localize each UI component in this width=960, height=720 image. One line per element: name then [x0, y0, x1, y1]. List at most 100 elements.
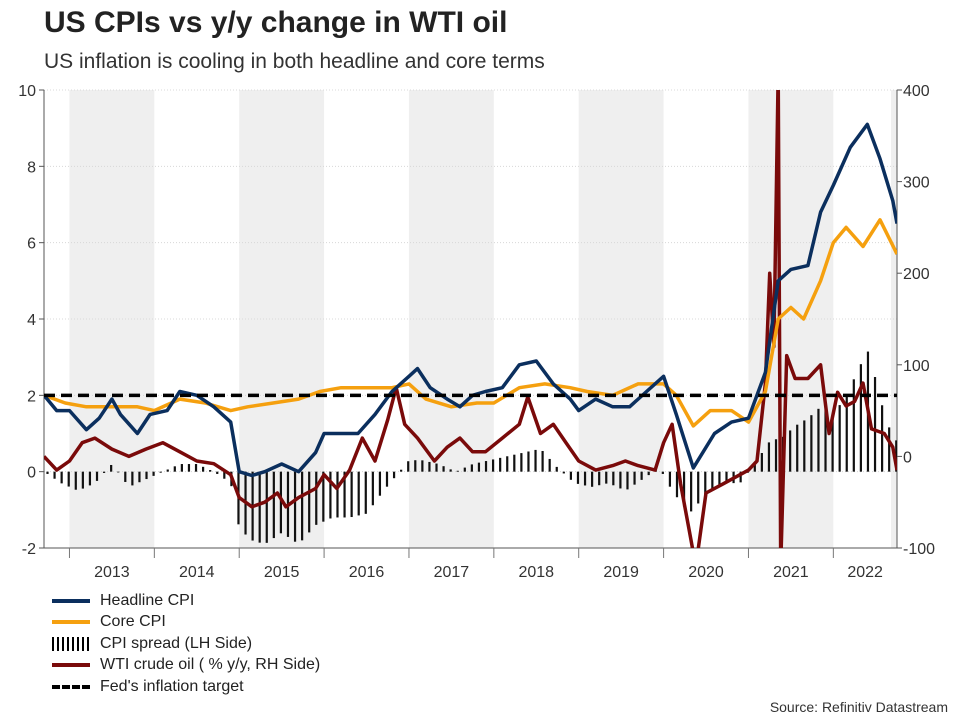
- left-tick-label: -2: [22, 541, 36, 558]
- left-tick-label: 2: [27, 388, 36, 405]
- spread-bar: [442, 466, 445, 472]
- spread-bar: [576, 471, 580, 484]
- spread-bar: [789, 430, 792, 472]
- spread-bar: [95, 471, 99, 481]
- spread-bar: [491, 459, 495, 472]
- spread-bar: [831, 413, 834, 472]
- right-tick-label: 400: [903, 83, 930, 100]
- year-label: 2016: [349, 564, 385, 581]
- spread-bar: [506, 456, 509, 472]
- spread-bar: [718, 471, 721, 486]
- spread-bar: [541, 450, 544, 472]
- left-tick-label: 10: [18, 83, 36, 100]
- spread-bar: [216, 471, 219, 474]
- legend-item-headline: Headline CPI: [52, 590, 320, 612]
- spread-bar: [322, 471, 325, 522]
- spread-bar: [626, 471, 629, 490]
- spread-bar: [301, 471, 304, 541]
- spread-bar: [640, 471, 643, 480]
- year-label: 2022: [847, 564, 883, 581]
- right-tick-label: 200: [903, 266, 930, 283]
- spread-bar: [548, 458, 551, 472]
- spread-bar: [555, 466, 558, 472]
- legend-item-wti: WTI crude oil ( % y/y, RH Side): [52, 655, 320, 677]
- spread-bar: [74, 471, 77, 490]
- spread-bar: [194, 464, 198, 472]
- spread-bar: [67, 471, 70, 487]
- spread-bar: [414, 460, 417, 472]
- left-tick-label: 8: [27, 159, 36, 176]
- spread-bar: [647, 471, 650, 476]
- spread-bar: [131, 471, 134, 486]
- spread-bar: [633, 471, 636, 485]
- spread-bar: [400, 469, 403, 472]
- year-label: 2015: [264, 564, 300, 581]
- spread-bar: [591, 471, 594, 487]
- spread-bar: [661, 471, 664, 474]
- spread-bar: [513, 454, 516, 472]
- spread-bar: [258, 471, 261, 543]
- spread-bar: [223, 471, 226, 479]
- legend-label-headline: Headline CPI: [100, 591, 195, 609]
- spread-bar: [81, 471, 84, 489]
- spread-bar: [767, 442, 771, 472]
- legend-item-target: Fed's inflation target: [52, 676, 320, 698]
- spread-bar: [124, 471, 127, 482]
- spread-bar: [279, 471, 283, 534]
- spread-bar: [881, 405, 884, 472]
- spread-bar: [180, 464, 183, 472]
- spread-bar: [873, 377, 877, 472]
- legend-swatch-headline: [52, 598, 90, 603]
- left-tick-label: 0: [27, 465, 36, 482]
- spread-bar: [838, 405, 841, 472]
- spread-bar: [293, 471, 297, 542]
- year-label: 2017: [434, 564, 470, 581]
- spread-bar: [520, 453, 523, 472]
- legend-label-target: Fed's inflation target: [100, 677, 244, 695]
- spread-bar: [668, 471, 672, 487]
- spread-bar: [760, 453, 763, 472]
- spread-bar: [477, 462, 481, 472]
- spread-bar: [845, 394, 848, 472]
- spread-bar: [534, 449, 537, 472]
- right-tick-label: 300: [903, 175, 930, 192]
- legend-swatch-target: [52, 684, 90, 689]
- spread-bar: [308, 471, 311, 533]
- year-label: 2018: [518, 564, 554, 581]
- spread-bar: [859, 364, 862, 472]
- legend-swatch-core: [52, 620, 90, 625]
- spread-bar: [824, 409, 827, 472]
- spread-bar: [619, 471, 622, 489]
- spread-bar: [562, 471, 565, 474]
- legend-item-core: Core CPI: [52, 612, 320, 634]
- spread-bar: [209, 470, 212, 472]
- spread-bar: [272, 471, 275, 539]
- spread-bar: [60, 471, 63, 484]
- spread-bar: [350, 471, 353, 518]
- left-tick-label: 4: [27, 312, 36, 329]
- legend-label-spread: CPI spread (LH Side): [100, 634, 253, 652]
- legend: Headline CPI Core CPI CPI spread (LH Sid…: [52, 590, 320, 698]
- spread-bar: [428, 461, 431, 472]
- spread-bar: [145, 471, 148, 480]
- spread-bar: [675, 471, 679, 498]
- spread-bar: [470, 464, 473, 472]
- spread-bar: [421, 460, 424, 472]
- spread-bar: [753, 463, 756, 472]
- spread-bar: [484, 461, 488, 472]
- spread-bar: [697, 471, 700, 504]
- spread-bar: [796, 424, 799, 472]
- spread-bar: [187, 464, 191, 472]
- legend-label-core: Core CPI: [100, 613, 166, 631]
- spread-bar: [682, 471, 686, 507]
- spread-bar: [810, 415, 813, 472]
- shade-band-2017: [408, 90, 494, 548]
- spread-bar: [46, 471, 49, 474]
- headline-cpi-line: [44, 122, 897, 478]
- spread-bar: [166, 469, 169, 472]
- right-tick-label: -100: [903, 541, 935, 558]
- spread-bar: [739, 471, 742, 483]
- spread-bar: [817, 408, 820, 472]
- spread-bar: [378, 471, 382, 496]
- spread-bar: [265, 471, 268, 543]
